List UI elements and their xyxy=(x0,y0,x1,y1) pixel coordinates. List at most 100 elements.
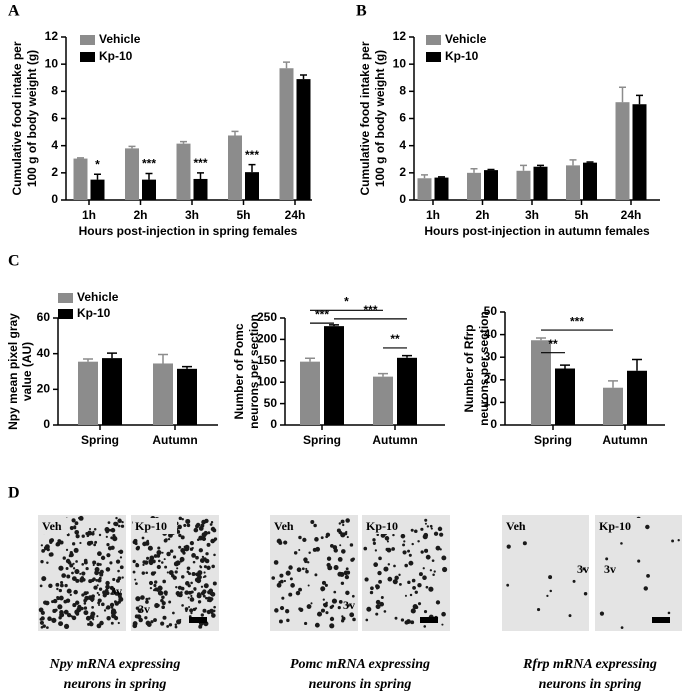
label-bg xyxy=(597,518,641,534)
cell xyxy=(117,524,121,528)
error-bar xyxy=(560,364,570,369)
significance: *** xyxy=(193,156,207,170)
cell xyxy=(78,516,81,520)
cell xyxy=(168,570,174,576)
cell xyxy=(198,624,203,629)
image-label: Veh xyxy=(274,519,294,533)
bar xyxy=(397,357,417,425)
y-tick-label: 8 xyxy=(51,84,58,98)
cell xyxy=(548,575,553,580)
label-bg xyxy=(40,518,68,534)
cell xyxy=(105,567,111,572)
cell xyxy=(75,578,80,583)
cell xyxy=(296,567,302,573)
error-bar xyxy=(586,161,594,163)
cell xyxy=(85,566,89,571)
error-bar xyxy=(231,130,239,136)
error-bar xyxy=(300,74,307,80)
cell xyxy=(322,598,325,601)
cell xyxy=(63,599,68,604)
cell xyxy=(189,597,195,602)
bar xyxy=(296,79,311,200)
cell xyxy=(145,620,151,626)
cell xyxy=(377,570,382,576)
cell xyxy=(193,527,199,533)
cell xyxy=(320,536,324,540)
y-axis-label: neurons per section xyxy=(477,311,491,426)
cell xyxy=(299,607,304,613)
cell xyxy=(310,520,315,524)
cell xyxy=(407,580,411,585)
cell xyxy=(283,540,288,545)
cell xyxy=(133,538,138,543)
y-tick-label: 2 xyxy=(51,165,58,179)
cell xyxy=(347,604,350,607)
cell xyxy=(66,612,72,618)
x-tick-label: 2h xyxy=(133,208,147,222)
cell xyxy=(79,572,82,575)
cell xyxy=(59,612,65,618)
cell xyxy=(163,558,166,561)
caption: Rfrp mRNA expressing xyxy=(522,657,657,672)
cell xyxy=(424,548,429,553)
cell xyxy=(86,534,90,538)
cell xyxy=(181,604,184,607)
cell xyxy=(106,616,111,621)
y-axis-label: Number of Pomc xyxy=(232,323,246,419)
cell xyxy=(44,548,47,551)
cell xyxy=(118,549,124,555)
error-bar xyxy=(608,380,618,388)
cell xyxy=(172,611,175,615)
cell xyxy=(384,536,390,541)
cell xyxy=(114,601,119,606)
cell xyxy=(506,544,511,549)
cell xyxy=(71,576,77,582)
y-tick-label: 200 xyxy=(257,332,277,346)
y-axis-label: Npy mean pixel gray xyxy=(6,313,20,430)
cell xyxy=(56,587,59,591)
cell xyxy=(93,527,97,531)
bracket-label: *** xyxy=(315,307,329,321)
cell xyxy=(306,561,310,564)
cell xyxy=(57,604,63,610)
cell xyxy=(417,540,420,543)
cell xyxy=(89,621,94,627)
bar xyxy=(434,177,449,200)
y-tick-label: 0 xyxy=(399,192,406,206)
cell xyxy=(417,602,422,606)
cell xyxy=(203,565,207,569)
scale-bar xyxy=(189,617,207,623)
cell xyxy=(162,615,167,620)
cell xyxy=(83,598,87,603)
cell xyxy=(325,532,331,537)
cell xyxy=(206,565,211,570)
cell xyxy=(198,526,204,531)
cell xyxy=(441,611,446,617)
cell xyxy=(288,592,293,597)
cell xyxy=(568,614,572,618)
cell xyxy=(646,574,650,578)
cell xyxy=(274,608,279,613)
cell xyxy=(185,581,190,586)
cell xyxy=(110,621,114,625)
error-bar xyxy=(128,145,136,149)
cell xyxy=(345,590,350,596)
cell xyxy=(369,590,374,595)
cell xyxy=(54,608,58,612)
cell xyxy=(439,532,444,537)
cell xyxy=(46,547,50,552)
y-tick-label: 150 xyxy=(257,353,277,367)
error-bar xyxy=(305,357,315,362)
cell xyxy=(78,515,84,521)
cell xyxy=(118,596,124,602)
cell xyxy=(430,527,433,530)
cell xyxy=(383,566,389,572)
x-axis-label: Hours post-injection in autumn females xyxy=(424,224,650,238)
cell xyxy=(153,618,157,622)
bar xyxy=(279,68,294,200)
cell xyxy=(279,573,284,578)
error-bar xyxy=(378,372,388,377)
cell xyxy=(157,546,161,550)
cell xyxy=(536,607,541,612)
